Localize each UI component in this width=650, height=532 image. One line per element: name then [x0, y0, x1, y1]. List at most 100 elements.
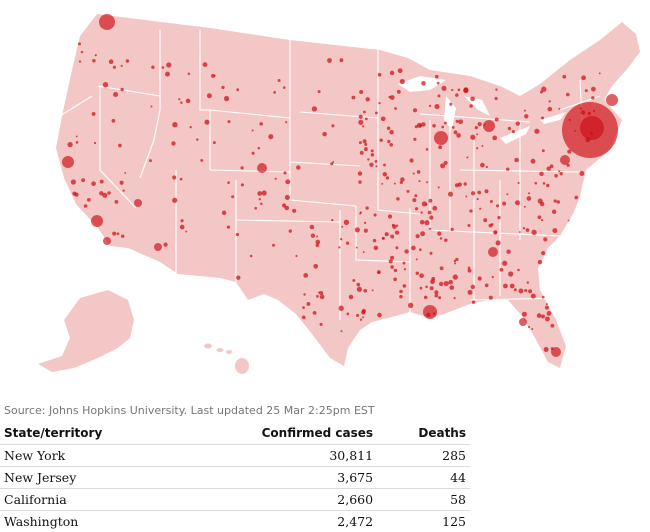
miami-bubble — [551, 347, 561, 357]
case-bubble — [404, 249, 408, 253]
case-bubble — [514, 158, 519, 163]
case-bubble — [102, 193, 107, 198]
case-bubble — [458, 119, 463, 124]
case-bubble — [365, 97, 369, 101]
atlanta-bubble — [488, 247, 498, 257]
state-cell: Washington — [0, 511, 178, 532]
cases-column-header: Confirmed cases — [178, 424, 378, 445]
case-bubble — [452, 126, 455, 129]
case-bubble — [388, 96, 390, 98]
case-bubble — [100, 180, 104, 184]
case-bubble — [591, 87, 596, 92]
case-bubble — [416, 234, 420, 238]
case-bubble — [200, 159, 203, 162]
case-bubble — [483, 218, 487, 222]
case-bubble — [528, 326, 530, 328]
case-bubble — [489, 296, 493, 300]
case-bubble — [455, 93, 459, 97]
case-bubble — [506, 250, 510, 254]
case-bubble — [393, 277, 397, 281]
case-bubble — [356, 283, 360, 287]
case-bubble — [386, 176, 389, 179]
case-bubble — [302, 306, 305, 309]
case-bubble — [562, 75, 566, 79]
case-bubble — [485, 283, 489, 287]
case-bubble — [435, 294, 439, 298]
case-bubble — [359, 115, 363, 119]
case-bubble — [107, 191, 111, 195]
case-bubble — [380, 139, 383, 142]
case-bubble — [418, 180, 420, 182]
case-bubble — [360, 319, 362, 321]
case-bubble — [396, 197, 400, 201]
case-bubble — [558, 108, 560, 110]
case-bubble — [121, 65, 123, 67]
case-bubble — [164, 243, 168, 247]
case-bubble — [547, 107, 552, 112]
case-bubble — [214, 75, 216, 77]
case-bubble — [377, 272, 379, 274]
case-bubble — [454, 297, 456, 299]
case-bubble — [181, 219, 184, 222]
table-row: California 2,660 58 — [0, 489, 470, 511]
case-bubble — [416, 272, 420, 276]
case-bubble — [420, 287, 423, 290]
case-bubble — [371, 149, 374, 152]
case-bubble — [79, 60, 81, 62]
case-bubble — [475, 126, 478, 129]
case-bubble — [109, 59, 114, 64]
case-bubble — [318, 292, 320, 294]
case-bubble — [413, 138, 416, 141]
case-bubble — [492, 136, 497, 141]
case-bubble — [364, 143, 367, 146]
case-bubble — [112, 232, 116, 236]
case-bubble — [231, 195, 234, 198]
case-bubble — [383, 163, 386, 166]
case-bubble — [506, 193, 508, 195]
case-bubble — [403, 262, 406, 265]
case-bubble — [543, 237, 547, 241]
case-bubble — [463, 87, 468, 92]
case-bubble — [522, 312, 527, 317]
case-bubble — [489, 224, 493, 228]
case-bubble — [471, 285, 475, 289]
case-bubble — [444, 281, 449, 286]
case-bubble — [364, 147, 368, 151]
case-bubble — [204, 120, 209, 125]
case-bubble — [470, 96, 475, 101]
case-bubble — [186, 99, 191, 104]
case-bubble — [560, 172, 563, 175]
case-bubble — [390, 235, 394, 239]
us-bubble-map — [0, 0, 650, 400]
case-bubble — [437, 231, 441, 235]
case-bubble — [527, 281, 529, 283]
case-bubble — [94, 142, 96, 144]
case-bubble — [392, 224, 395, 227]
san-diego-bubble — [103, 237, 111, 245]
state-column-header: State/territory — [0, 424, 178, 445]
case-bubble — [282, 203, 286, 207]
case-bubble — [466, 156, 468, 158]
case-bubble — [438, 94, 441, 97]
case-bubble — [516, 121, 520, 125]
case-bubble — [207, 93, 212, 98]
case-bubble — [222, 211, 226, 215]
case-bubble — [118, 144, 122, 148]
case-bubble — [358, 180, 361, 183]
case-bubble — [440, 237, 443, 240]
case-bubble — [408, 303, 413, 308]
case-bubble — [126, 59, 130, 63]
case-bubble — [316, 295, 319, 298]
case-bubble — [465, 195, 467, 197]
table-header-row: State/territory Confirmed cases Deaths — [0, 424, 470, 445]
case-bubble — [367, 158, 369, 160]
case-bubble — [275, 178, 277, 180]
case-bubble — [496, 240, 501, 245]
case-bubble — [454, 130, 458, 134]
case-bubble — [448, 280, 453, 285]
case-bubble — [558, 170, 560, 172]
case-bubble — [330, 162, 333, 165]
case-bubble — [468, 269, 472, 273]
case-bubble — [469, 209, 472, 212]
case-bubble — [430, 279, 435, 284]
